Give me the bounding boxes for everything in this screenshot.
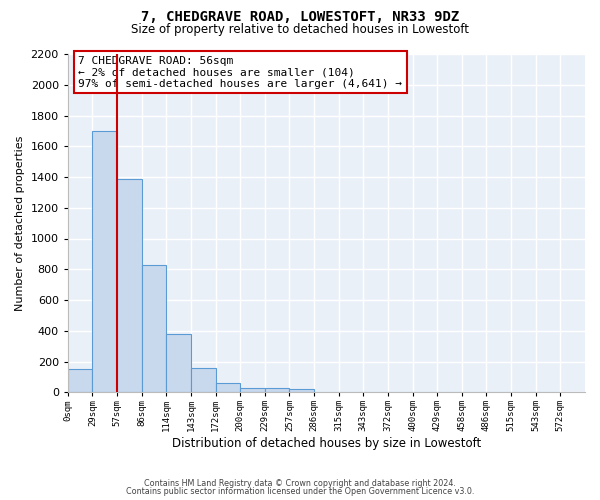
Text: Contains HM Land Registry data © Crown copyright and database right 2024.: Contains HM Land Registry data © Crown c… (144, 478, 456, 488)
Bar (289, 389, 314, 392)
Text: Size of property relative to detached houses in Lowestoft: Size of property relative to detached ho… (131, 22, 469, 36)
Text: Contains public sector information licensed under the Open Government Licence v3: Contains public sector information licen… (126, 487, 474, 496)
Text: 7 CHEDGRAVE ROAD: 56sqm
← 2% of detached houses are smaller (104)
97% of semi-de: 7 CHEDGRAVE ROAD: 56sqm ← 2% of detached… (78, 56, 402, 89)
Bar (265, 388, 289, 392)
Bar (92, 131, 117, 392)
Bar (68, 369, 92, 392)
Bar (117, 178, 142, 392)
Bar (142, 264, 166, 392)
Text: 7, CHEDGRAVE ROAD, LOWESTOFT, NR33 9DZ: 7, CHEDGRAVE ROAD, LOWESTOFT, NR33 9DZ (141, 10, 459, 24)
Y-axis label: Number of detached properties: Number of detached properties (15, 136, 25, 311)
Bar (191, 368, 215, 392)
Bar (215, 383, 240, 392)
X-axis label: Distribution of detached houses by size in Lowestoft: Distribution of detached houses by size … (172, 437, 481, 450)
Bar (166, 334, 191, 392)
Bar (240, 388, 265, 392)
